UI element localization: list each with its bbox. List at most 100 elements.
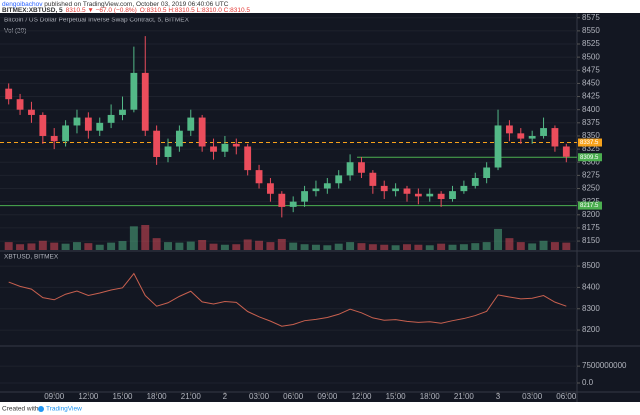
candle-body [16, 99, 24, 110]
x-tick-label: 06:00 [283, 392, 304, 401]
volume-bar [175, 242, 184, 250]
volume-bar [164, 242, 172, 250]
x-tick-label: 18:00 [420, 392, 441, 401]
candle-body [505, 125, 513, 134]
volume-bar [118, 241, 127, 250]
y-tick-label: 8200 [582, 325, 600, 334]
x-tick-label: 21:00 [181, 392, 202, 401]
candle-body [198, 117, 206, 147]
candle-body [84, 117, 92, 131]
candle-body [346, 162, 354, 176]
y-tick-label: 8550 [582, 26, 600, 35]
volume-bar [289, 242, 298, 250]
volume-bar [368, 244, 377, 250]
published: published on TradingView.com, October 03… [42, 1, 228, 8]
candle-body [164, 146, 172, 157]
symbol: BITMEX:XBTUSD, 5 [2, 7, 63, 14]
candle-body [255, 170, 263, 184]
price-line [8, 272, 567, 327]
volume-bar [414, 244, 423, 250]
candle-body [62, 125, 70, 142]
user: dengoibachov [2, 1, 43, 8]
candle-body [232, 143, 240, 147]
quote: 8310.5 ▼ −67.0 (−0.8%) [66, 7, 137, 14]
volume-bar [232, 244, 241, 250]
volume-bar [391, 245, 400, 250]
volume-bar [334, 243, 343, 250]
candle-body [221, 143, 229, 152]
volume-bar [562, 242, 571, 250]
volume-bar [516, 242, 525, 250]
candle-body [39, 114, 47, 136]
x-tick-label: 15:00 [386, 392, 407, 401]
logo [38, 406, 44, 412]
volume-bar [300, 244, 309, 250]
volume-bar [152, 238, 161, 250]
level-tag [578, 153, 602, 162]
y-tick-label: 8500 [582, 261, 600, 270]
y-tick-label: 0.0 [582, 378, 594, 387]
y-tick-label: 8275 [582, 170, 600, 179]
y-tick-label: 8350 [582, 131, 600, 140]
volume-bar [357, 243, 366, 250]
header-quote: BITMEX:XBTUSD, 5 8310.5 ▼ −67.0 (−0.8%) O:… [2, 7, 250, 14]
volume-bar [505, 238, 514, 250]
y-tick-label: 8575 [582, 13, 600, 22]
candle-body [483, 167, 491, 179]
y-tick-label: 8400 [582, 283, 600, 292]
level-label: 8309.5 [580, 155, 599, 161]
candle-body [449, 191, 456, 200]
volume-bar [141, 225, 150, 250]
volume-bar [198, 240, 207, 250]
candle-body [289, 201, 297, 207]
candle-body [392, 188, 400, 192]
volume-bar [448, 244, 457, 250]
x-tick-label: 15:00 [112, 392, 133, 401]
pane-title: XBTUSD, BITMEX [4, 254, 59, 261]
volume-bar [550, 242, 559, 250]
y-tick-label: 8425 [582, 92, 600, 101]
x-tick-label: 09:00 [317, 392, 338, 401]
volume-bar [4, 242, 13, 250]
x-tick-label: 21:00 [454, 392, 475, 401]
volume-bar [220, 244, 229, 250]
level-label: 8337.5 [580, 140, 599, 146]
volume-bar [380, 244, 389, 250]
y-tick-label: 8250 [582, 184, 600, 193]
volume-bar [243, 239, 252, 250]
candle-body [323, 183, 331, 189]
x-tick-label: 06:00 [556, 392, 577, 401]
x-tick-label: 2 [223, 392, 228, 401]
candle-body [28, 109, 35, 115]
volume-bar [50, 242, 59, 250]
level-tag [578, 138, 602, 147]
volume-bar [16, 244, 25, 250]
volume-bar [266, 242, 275, 250]
candle-body [562, 146, 570, 157]
volume-bar [425, 245, 434, 250]
volume-bar [72, 242, 81, 250]
candle-body [494, 125, 502, 168]
candle-body [244, 146, 252, 171]
volume-bar [27, 243, 36, 250]
chart-background [0, 13, 640, 402]
y-tick-label: 8400 [582, 105, 600, 114]
x-tick-label: 12:00 [351, 392, 372, 401]
y-tick-label: 8375 [582, 118, 600, 127]
volume-bar [528, 243, 537, 250]
candle-body [426, 193, 434, 197]
volume-bar [437, 243, 446, 250]
volume-bar [471, 243, 480, 250]
y-tick-label: 8450 [582, 79, 600, 88]
y-tick-label: 8325 [582, 144, 600, 153]
volume-bar [107, 242, 116, 250]
candle-body [551, 128, 559, 147]
footer-text: Created with [2, 406, 39, 413]
y-tick-label: 8300 [582, 157, 600, 166]
candle-body [119, 109, 126, 115]
volume-bar [209, 243, 218, 250]
candle-body [528, 135, 536, 139]
candle-body [414, 193, 422, 197]
volume-bar [61, 243, 70, 250]
